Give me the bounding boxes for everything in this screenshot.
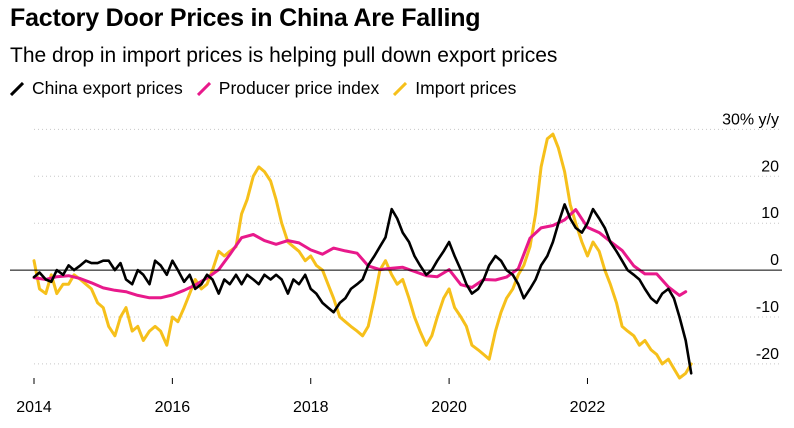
legend-swatch-ppi — [196, 81, 211, 96]
chart-subtitle: The drop in import prices is helping pul… — [10, 44, 558, 67]
y-tick-label: 10 — [761, 205, 779, 222]
legend-item-ppi: Producer price index — [196, 78, 380, 99]
y-tick-label: 20 — [761, 158, 779, 175]
x-tick-label: 2022 — [570, 399, 606, 416]
y-tick-label: -20 — [756, 346, 779, 363]
x-tick-label: 2016 — [155, 399, 191, 416]
chart-title: Factory Door Prices in China Are Falling — [10, 4, 481, 32]
legend-label-ppi: Producer price index — [218, 78, 380, 98]
legend-label-export: China export prices — [32, 78, 183, 98]
axis-labels: 30% y/y 20 10 0 -10 -20 2014 2016 2018 2020 2022 — [16, 111, 779, 416]
series-line-export — [32, 203, 693, 375]
grid-lines — [34, 128, 782, 365]
legend: China export prices Producer price index… — [10, 78, 530, 99]
x-tick-label: 2018 — [293, 399, 329, 416]
legend-item-import: Import prices — [393, 78, 516, 99]
legend-label-import: Import prices — [415, 78, 517, 98]
series-line-ppi — [32, 208, 688, 300]
x-tick-label: 2020 — [431, 399, 467, 416]
legend-swatch-import — [393, 81, 408, 96]
legend-item-export: China export prices — [10, 78, 183, 99]
x-tick-label: 2014 — [16, 399, 52, 416]
legend-swatch-export — [10, 81, 24, 96]
y-tick-label: 30% y/y — [722, 111, 779, 128]
series-line-import — [32, 132, 693, 380]
series-lines — [32, 132, 693, 380]
y-tick-label: 0 — [770, 252, 779, 269]
y-tick-label: -10 — [756, 299, 779, 316]
